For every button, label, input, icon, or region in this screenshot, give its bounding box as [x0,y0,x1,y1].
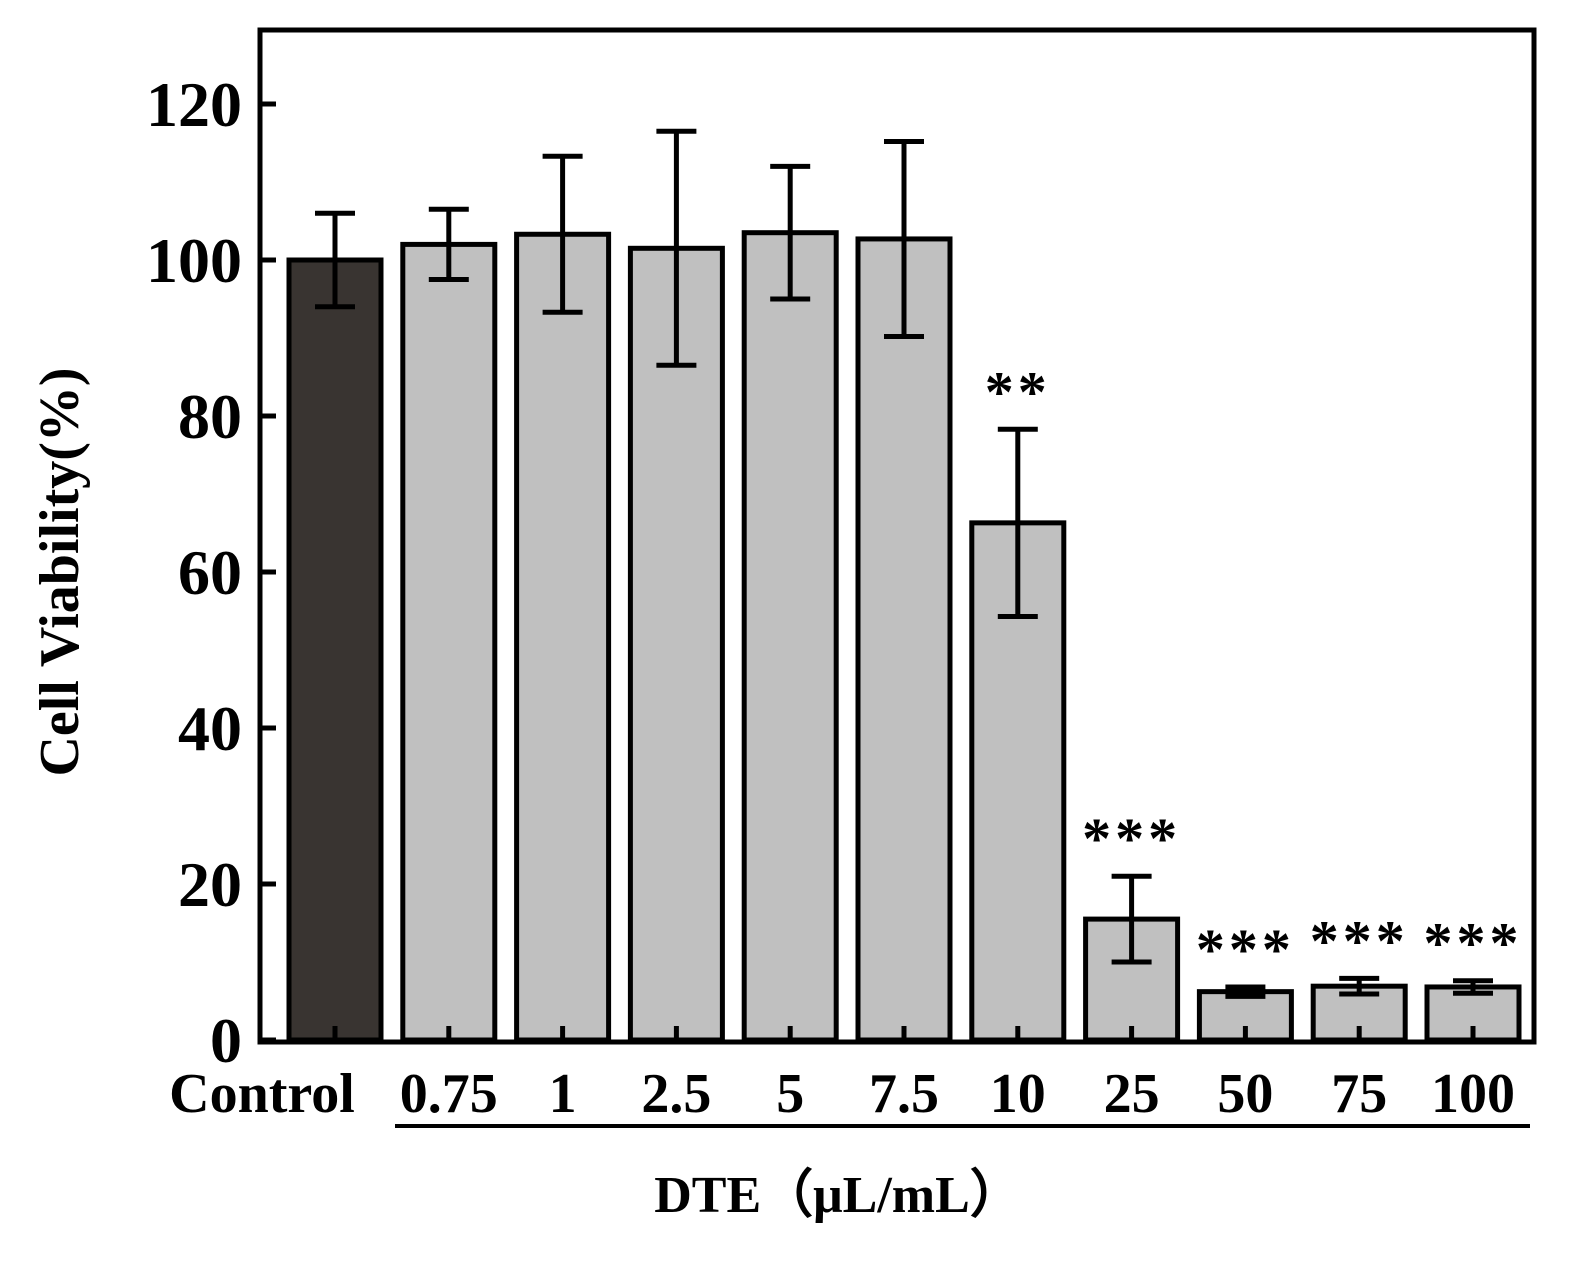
x-tick-label-10: 10 [990,1063,1046,1125]
y-tick-label-120: 120 [146,69,242,140]
significance-10: ** [985,359,1051,424]
bar-5 [741,230,839,1043]
ticks-layer [260,101,1476,1043]
significance-100: *** [1424,911,1523,976]
x-tick-label-50: 50 [1217,1063,1273,1125]
x-tick-label-5: 5 [776,1063,804,1125]
y-tick-label-80: 80 [178,381,242,452]
bar-7.5 [855,236,953,1043]
x-tick-label-75: 75 [1331,1063,1387,1125]
x-tick-label-Control: Control [169,1063,355,1125]
error-bars-layer [315,128,1493,999]
x-tick-label-0.75: 0.75 [400,1063,498,1125]
bar-0.75 [400,241,498,1043]
significance-25: *** [1082,806,1181,871]
x-axis-title: DTE（μL/mL） [654,1166,1022,1224]
y-tick-label-100: 100 [146,225,242,296]
y-tick-label-60: 60 [178,537,242,608]
x-tick-label-2.5: 2.5 [641,1063,711,1125]
y-tick-label-20: 20 [178,849,242,920]
significance-50: *** [1196,917,1295,982]
x-tick-label-25: 25 [1104,1063,1160,1125]
x-tick-label-100: 100 [1431,1063,1515,1125]
y-tick-label-40: 40 [178,693,242,764]
y-tick-label-0: 0 [210,1005,242,1076]
x-tick-label-7.5: 7.5 [869,1063,939,1125]
bar-Control [286,257,384,1043]
bar-1 [514,231,612,1043]
labels-layer: 0 20 40 60 80 100 120 Control 0.75 1 2.5 5 7.5 10 ** 25… [146,69,1523,1125]
y-axis-title: Cell Viability(%) [29,367,91,776]
x-tick-label-1: 1 [549,1063,577,1125]
significance-75: *** [1310,908,1409,973]
